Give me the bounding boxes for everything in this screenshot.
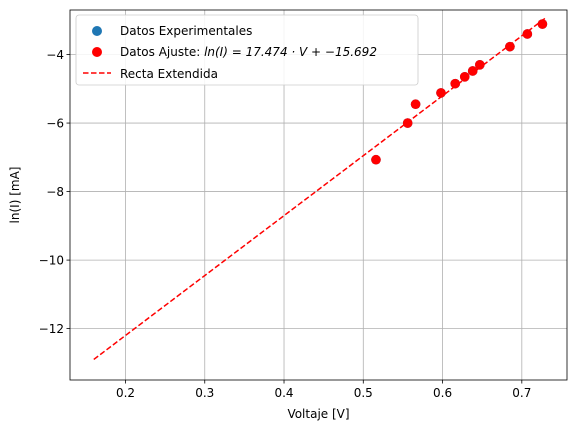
data-point: [505, 41, 515, 52]
data-point: [371, 154, 381, 165]
y-tick-label: −12: [39, 322, 64, 336]
y-tick-label: −8: [46, 185, 64, 199]
x-tick-label: 0.6: [433, 386, 452, 400]
legend-box: [75, 14, 419, 86]
data-point: [475, 60, 485, 70]
x-tick-label: 0.5: [354, 386, 373, 400]
legend-label-extended: Recta Extendida: [120, 67, 218, 81]
x-axis-label: Voltaje [V]: [287, 407, 349, 421]
x-tick-label: 0.2: [116, 386, 135, 400]
plot-frame: [69, 9, 568, 381]
data-point: [467, 66, 478, 76]
series-line: [93, 17, 547, 361]
y-tick-label: −6: [46, 117, 64, 131]
legend-label-fit-prefix: Datos Ajuste:: [120, 45, 204, 59]
legend-marker-fit: [92, 47, 102, 57]
legend-label-fit: Datos Ajuste: ln(I) = 17.474 · V + −15.6…: [120, 45, 377, 59]
data-point: [410, 99, 421, 110]
data-point: [522, 29, 533, 39]
x-tick-label: 0.3: [195, 386, 214, 400]
data-point: [436, 88, 446, 98]
y-axis-label: ln(I) [mA]: [8, 167, 22, 224]
axis-ticks: 0.2 0.3 0.4 0.5 0.6 0.7 −12 −10 −8 −6 −4: [39, 48, 532, 400]
legend-label-experimental: Datos Experimentales: [120, 24, 252, 38]
x-tick-label: 0.7: [512, 386, 531, 400]
data-point: [459, 72, 470, 82]
plot-series: [93, 17, 548, 361]
y-tick-label: −10: [39, 254, 64, 268]
legend-label-fit-formula: ln(I) = 17.474 · V + −15.692: [204, 45, 377, 59]
legend-marker-experimental: [92, 26, 102, 36]
y-tick-label: −4: [46, 48, 64, 62]
data-point: [537, 19, 548, 29]
legend: Datos Experimentales Datos Ajuste: ln(I)…: [75, 14, 419, 86]
data-point: [450, 78, 461, 89]
x-tick-label: 0.4: [274, 386, 293, 400]
